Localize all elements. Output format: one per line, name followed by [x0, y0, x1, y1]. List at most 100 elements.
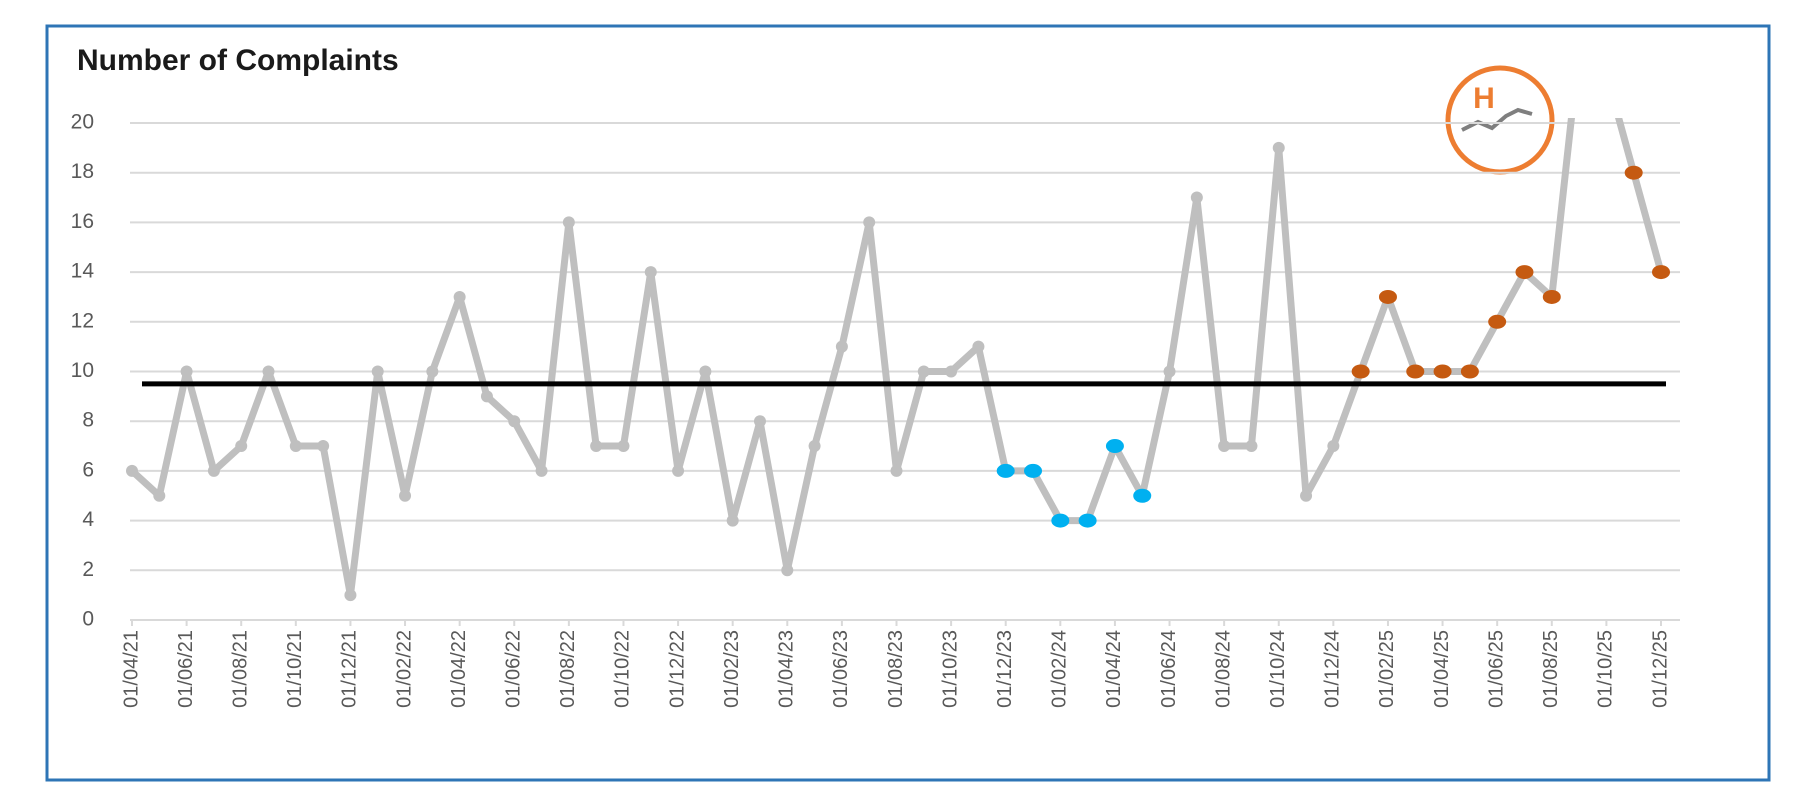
x-tick-label: 01/08/21	[229, 630, 251, 708]
y-tick-label: 6	[82, 458, 94, 481]
x-tick-label: 01/06/25	[1485, 630, 1507, 708]
y-tick-label: 10	[71, 359, 94, 382]
data-point	[426, 365, 439, 378]
data-point	[917, 365, 930, 378]
x-tick-label: 01/08/22	[557, 630, 579, 708]
data-point	[672, 464, 685, 477]
data-point	[1624, 165, 1643, 180]
x-tick-label: 01/10/23	[939, 630, 961, 708]
data-point	[972, 340, 985, 353]
data-point	[399, 489, 412, 502]
x-tick-label: 01/04/23	[776, 630, 798, 708]
x-tick-label: 01/12/24	[1322, 630, 1344, 708]
data-point	[535, 464, 548, 477]
data-point	[1051, 513, 1070, 528]
x-tick-label: 01/06/24	[1158, 630, 1180, 708]
data-point	[562, 216, 575, 229]
data-point	[1218, 440, 1231, 453]
y-tick-label: 4	[82, 508, 94, 531]
x-tick-label: 01/08/23	[885, 630, 907, 708]
y-tick-label: 8	[82, 409, 94, 432]
data-point	[453, 290, 466, 303]
x-tick-label: 01/10/21	[284, 630, 306, 708]
x-tick-label: 01/04/24	[1103, 630, 1125, 708]
data-point	[371, 365, 384, 378]
data-point	[781, 564, 794, 577]
data-point	[1078, 513, 1097, 528]
data-point	[317, 440, 330, 453]
data-point	[945, 365, 958, 378]
y-tick-label: 20	[71, 111, 94, 134]
data-point	[1024, 463, 1043, 478]
x-tick-label: 01/06/22	[503, 630, 525, 708]
x-tick-label: 01/02/23	[721, 630, 743, 708]
data-point	[590, 440, 603, 453]
x-tick-label: 01/10/25	[1595, 630, 1617, 708]
data-point	[644, 266, 657, 279]
data-point	[1190, 191, 1203, 204]
y-tick-label: 14	[71, 260, 95, 283]
data-point	[863, 216, 876, 229]
data-point	[207, 464, 220, 477]
logo: H	[1445, 65, 1555, 175]
data-point	[808, 440, 821, 453]
data-point	[1542, 289, 1561, 304]
y-tick-label: 16	[71, 210, 94, 233]
x-tick-label: 01/12/22	[666, 630, 688, 708]
logo-text: H	[1473, 82, 1495, 115]
data-point	[753, 415, 766, 428]
data-point	[1652, 265, 1670, 280]
x-tick-label: 01/02/24	[1049, 630, 1071, 708]
x-tick-label: 01/12/21	[339, 630, 361, 708]
data-point	[1460, 364, 1479, 379]
chart-title: Number of Complaints	[77, 44, 399, 77]
x-tick-label: 01/04/21	[120, 630, 142, 708]
data-point	[1133, 488, 1152, 503]
x-tick-label: 01/02/25	[1376, 630, 1398, 708]
data-point	[1515, 265, 1534, 280]
y-tick-label: 0	[82, 608, 94, 631]
data-point	[1378, 289, 1397, 304]
x-tick-label: 01/04/22	[448, 630, 470, 708]
data-point	[1272, 141, 1285, 154]
x-tick-label: 01/08/25	[1540, 630, 1562, 708]
data-point	[1105, 439, 1124, 454]
data-point	[1406, 364, 1425, 379]
data-point	[1327, 440, 1340, 453]
y-tick-label: 2	[82, 558, 94, 581]
x-tick-label: 01/08/24	[1212, 630, 1234, 708]
data-point	[1300, 489, 1313, 502]
data-point	[480, 390, 493, 403]
data-point	[344, 589, 357, 602]
data-point	[508, 415, 521, 428]
data-point	[180, 365, 193, 378]
data-point	[726, 514, 739, 527]
x-tick-label: 01/06/23	[830, 630, 852, 708]
data-point	[153, 489, 166, 502]
x-tick-label: 01/02/22	[393, 630, 415, 708]
data-point	[1351, 364, 1370, 379]
y-tick-label: 18	[71, 160, 94, 183]
data-point	[1488, 314, 1507, 329]
data-point	[126, 464, 138, 477]
data-point	[835, 340, 848, 353]
x-tick-label: 01/10/24	[1267, 630, 1289, 708]
x-tick-label: 01/12/23	[994, 630, 1016, 708]
data-point	[890, 464, 903, 477]
x-tick-label: 01/06/21	[175, 630, 197, 708]
data-point	[1433, 364, 1452, 379]
y-tick-label: 12	[71, 309, 94, 332]
x-tick-label: 01/10/22	[612, 630, 634, 708]
data-point	[235, 440, 248, 453]
data-point	[289, 440, 302, 453]
data-point	[996, 463, 1015, 478]
data-point	[262, 365, 275, 378]
x-tick-label: 01/04/25	[1431, 630, 1453, 708]
data-point	[617, 440, 630, 453]
data-point	[1163, 365, 1176, 378]
x-tick-label: 01/12/25	[1649, 630, 1671, 708]
plot-area	[126, 118, 1670, 602]
data-point	[699, 365, 712, 378]
